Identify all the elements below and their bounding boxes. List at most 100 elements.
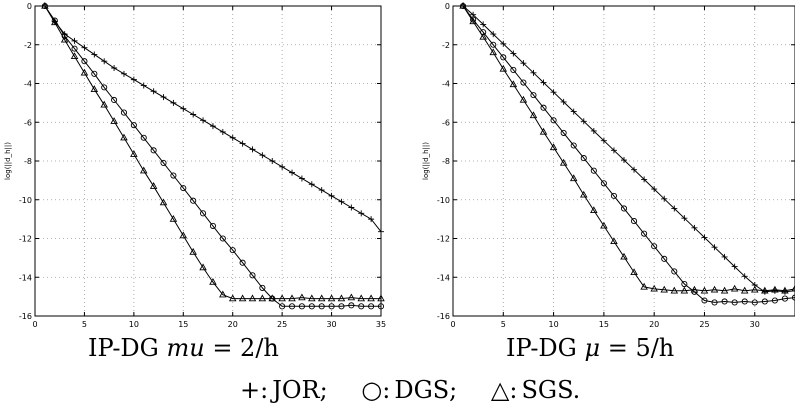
data-point-sgs xyxy=(529,111,538,119)
y-tick-label: -4 xyxy=(24,80,32,89)
data-point-dgs xyxy=(781,295,788,302)
x-tick-label: 15 xyxy=(178,320,188,329)
data-point-jor xyxy=(560,98,567,105)
data-point-sgs xyxy=(469,17,477,25)
data-point-dgs xyxy=(101,84,108,91)
data-point-jor xyxy=(641,176,648,183)
data-point-dgs xyxy=(741,298,748,305)
data-point-sgs xyxy=(268,294,277,302)
data-point-dgs xyxy=(229,247,236,254)
legend-sgs-label: SGS. xyxy=(521,376,581,404)
legend-dgs-symbol: ○: xyxy=(361,376,391,404)
data-point-dgs xyxy=(160,159,167,166)
data-point-jor xyxy=(298,175,305,182)
data-point-sgs xyxy=(730,284,739,292)
y-axis-label: log(||d_h||) xyxy=(4,142,12,180)
legend: +: JOR; ○: DGS; △: SGS. xyxy=(240,376,580,404)
data-point-sgs xyxy=(580,190,588,198)
series-line-dgs xyxy=(44,5,381,307)
data-point-sgs xyxy=(100,100,108,108)
data-point-sgs xyxy=(700,286,709,294)
data-point-sgs xyxy=(771,285,779,293)
data-point-sgs xyxy=(740,286,749,294)
y-tick-label: -12 xyxy=(19,235,32,244)
series-dgs xyxy=(41,2,385,310)
data-point-sgs xyxy=(70,52,79,60)
data-point-jor xyxy=(279,163,286,170)
data-point-sgs xyxy=(519,95,528,103)
y-tick-label: -8 xyxy=(24,157,32,166)
data-point-dgs xyxy=(81,58,88,65)
data-point-dgs xyxy=(140,134,147,141)
data-point-jor xyxy=(170,99,177,106)
data-point-sgs xyxy=(228,294,237,302)
data-point-dgs xyxy=(671,268,678,275)
data-point-jor xyxy=(510,50,517,57)
data-point-sgs xyxy=(761,286,769,294)
data-point-dgs xyxy=(180,185,187,192)
y-tick-label: -2 xyxy=(442,41,450,50)
data-point-sgs xyxy=(80,68,89,76)
data-point-dgs xyxy=(338,303,345,310)
series-line-jor xyxy=(44,5,382,233)
data-point-dgs xyxy=(520,79,527,86)
data-point-dgs xyxy=(771,297,778,304)
data-point-sgs xyxy=(258,294,267,302)
data-point-jor xyxy=(530,69,537,76)
data-point-dgs xyxy=(661,255,668,262)
data-point-dgs xyxy=(500,54,507,61)
data-point-jor xyxy=(520,60,527,67)
data-point-sgs xyxy=(640,282,648,290)
data-point-sgs xyxy=(479,32,487,40)
data-point-dgs xyxy=(239,259,246,266)
data-point-jor xyxy=(368,216,375,223)
data-point-sgs xyxy=(139,166,148,174)
caption-right: IP-DG μ = 5/h xyxy=(506,334,675,362)
data-point-jor xyxy=(130,76,137,83)
data-point-sgs xyxy=(720,286,729,294)
x-tick-label: 10 xyxy=(548,320,558,329)
data-point-jor xyxy=(318,187,325,194)
y-tick-label: -4 xyxy=(442,80,450,89)
data-point-dgs xyxy=(91,70,98,77)
data-point-jor xyxy=(600,137,607,144)
data-point-jor xyxy=(490,31,497,38)
x-tick-label: 10 xyxy=(129,320,139,329)
data-point-dgs xyxy=(358,303,365,310)
data-point-jor xyxy=(81,44,88,51)
data-point-sgs xyxy=(327,294,336,302)
data-point-jor xyxy=(500,40,507,47)
data-point-sgs xyxy=(499,64,508,72)
data-point-sgs xyxy=(278,294,286,302)
series-jor xyxy=(460,3,795,295)
data-point-jor xyxy=(289,169,296,176)
data-point-sgs xyxy=(337,294,346,302)
series-line-sgs xyxy=(44,5,381,300)
data-point-dgs xyxy=(130,122,137,129)
data-point-dgs xyxy=(721,298,728,305)
data-point-sgs xyxy=(459,1,467,9)
data-point-dgs xyxy=(550,117,557,124)
data-point-jor xyxy=(249,146,256,153)
data-point-jor xyxy=(570,108,577,115)
data-point-sgs xyxy=(630,268,638,276)
data-point-dgs xyxy=(71,45,78,52)
data-point-sgs xyxy=(317,294,326,302)
data-point-jor xyxy=(621,157,627,164)
data-point-jor xyxy=(540,79,547,86)
data-point-dgs xyxy=(328,303,335,310)
data-point-sgs xyxy=(179,231,188,239)
y-tick-label: 0 xyxy=(445,2,450,11)
data-point-jor xyxy=(741,273,748,280)
x-tick-label: 25 xyxy=(277,320,287,329)
data-point-sgs xyxy=(120,133,128,141)
data-point-dgs xyxy=(377,303,385,310)
data-point-sgs xyxy=(509,80,518,88)
data-point-jor xyxy=(111,65,118,71)
data-point-jor xyxy=(711,244,718,251)
data-point-jor xyxy=(229,134,236,141)
data-point-jor xyxy=(140,82,147,89)
data-point-sgs xyxy=(357,294,365,302)
data-point-jor xyxy=(731,263,738,270)
chart-right: 0510152025300-2-4-6-8-10-12-14-16iterati… xyxy=(422,1,795,329)
